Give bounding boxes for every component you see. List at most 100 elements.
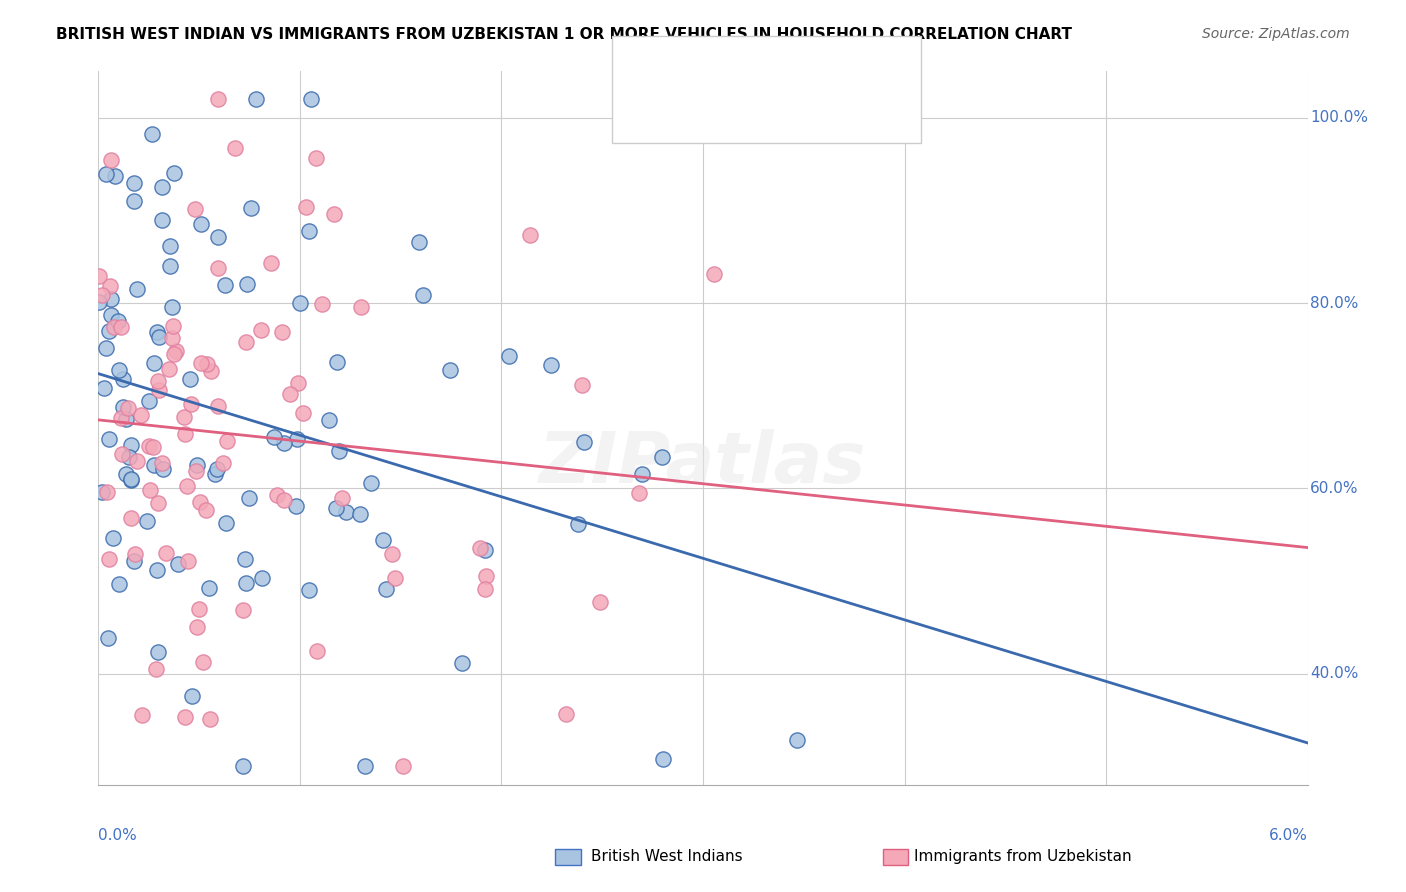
Immigrants from Uzbekistan xyxy=(190,356,212,370)
British West Indians xyxy=(630,467,652,481)
Immigrants from Uzbekistan xyxy=(207,261,229,276)
British West Indians xyxy=(298,582,321,597)
British West Indians xyxy=(152,462,174,476)
Immigrants from Uzbekistan xyxy=(157,361,180,376)
FancyBboxPatch shape xyxy=(883,849,908,865)
British West Indians xyxy=(111,400,134,414)
Immigrants from Uzbekistan xyxy=(332,491,354,505)
British West Indians xyxy=(232,759,254,773)
British West Indians xyxy=(108,576,131,591)
Text: 6.0%: 6.0% xyxy=(1268,828,1308,843)
Immigrants from Uzbekistan xyxy=(127,454,149,468)
Immigrants from Uzbekistan xyxy=(96,485,118,500)
British West Indians xyxy=(439,363,461,377)
Immigrants from Uzbekistan xyxy=(280,387,302,401)
British West Indians xyxy=(150,180,173,194)
British West Indians xyxy=(93,381,115,395)
Immigrants from Uzbekistan xyxy=(589,595,612,609)
British West Indians xyxy=(205,462,228,476)
British West Indians xyxy=(207,229,229,244)
Text: 100.0%: 100.0% xyxy=(1310,111,1368,125)
British West Indians xyxy=(328,444,350,458)
Immigrants from Uzbekistan xyxy=(519,227,541,242)
Immigrants from Uzbekistan xyxy=(207,92,229,106)
British West Indians xyxy=(138,393,160,408)
Immigrants from Uzbekistan xyxy=(200,364,222,378)
British West Indians xyxy=(214,277,236,292)
Immigrants from Uzbekistan xyxy=(87,268,110,283)
Immigrants from Uzbekistan xyxy=(177,554,200,568)
British West Indians xyxy=(125,282,148,296)
Immigrants from Uzbekistan xyxy=(146,496,169,510)
Immigrants from Uzbekistan xyxy=(120,510,142,524)
Text: -0.154: -0.154 xyxy=(682,107,741,125)
British West Indians xyxy=(90,484,112,499)
Immigrants from Uzbekistan xyxy=(150,456,173,470)
British West Indians xyxy=(325,501,347,516)
Immigrants from Uzbekistan xyxy=(627,486,650,500)
Text: R =: R = xyxy=(659,107,696,125)
British West Indians xyxy=(122,176,145,190)
British West Indians xyxy=(285,432,308,446)
Immigrants from Uzbekistan xyxy=(155,546,177,560)
Immigrants from Uzbekistan xyxy=(165,343,187,358)
Text: N =: N = xyxy=(742,107,790,125)
Immigrants from Uzbekistan xyxy=(305,644,328,658)
British West Indians xyxy=(163,166,186,180)
Text: -0.176: -0.176 xyxy=(682,54,741,71)
Immigrants from Uzbekistan xyxy=(142,440,165,454)
British West Indians xyxy=(375,582,398,596)
Text: 93: 93 xyxy=(782,54,806,71)
British West Indians xyxy=(143,458,166,472)
Immigrants from Uzbekistan xyxy=(273,492,295,507)
British West Indians xyxy=(233,552,256,566)
Immigrants from Uzbekistan xyxy=(148,384,170,398)
British West Indians xyxy=(98,324,121,338)
British West Indians xyxy=(245,92,267,106)
Immigrants from Uzbekistan xyxy=(292,407,315,421)
British West Indians xyxy=(120,473,142,487)
Immigrants from Uzbekistan xyxy=(186,620,208,634)
British West Indians xyxy=(572,435,595,450)
British West Indians xyxy=(120,437,142,451)
British West Indians xyxy=(104,169,127,183)
British West Indians xyxy=(94,167,117,181)
British West Indians xyxy=(215,516,238,530)
British West Indians xyxy=(540,359,562,373)
Immigrants from Uzbekistan xyxy=(703,267,725,281)
British West Indians xyxy=(148,645,170,659)
Immigrants from Uzbekistan xyxy=(191,656,214,670)
Immigrants from Uzbekistan xyxy=(305,151,328,165)
Immigrants from Uzbekistan xyxy=(111,447,134,461)
British West Indians xyxy=(124,194,146,209)
Immigrants from Uzbekistan xyxy=(266,488,288,502)
Immigrants from Uzbekistan xyxy=(146,375,169,389)
British West Indians xyxy=(285,499,308,513)
Immigrants from Uzbekistan xyxy=(474,582,496,597)
British West Indians xyxy=(263,430,285,444)
Immigrants from Uzbekistan xyxy=(207,399,229,413)
Text: 80.0%: 80.0% xyxy=(1310,295,1358,310)
British West Indians xyxy=(159,239,181,253)
Immigrants from Uzbekistan xyxy=(212,457,235,471)
Immigrants from Uzbekistan xyxy=(232,603,254,617)
Immigrants from Uzbekistan xyxy=(145,662,167,676)
British West Indians xyxy=(326,355,349,369)
Immigrants from Uzbekistan xyxy=(475,568,498,582)
Immigrants from Uzbekistan xyxy=(194,503,217,517)
Immigrants from Uzbekistan xyxy=(215,434,238,449)
Immigrants from Uzbekistan xyxy=(110,320,132,334)
British West Indians xyxy=(111,372,134,386)
British West Indians xyxy=(97,632,120,646)
British West Indians xyxy=(181,690,204,704)
British West Indians xyxy=(197,581,219,595)
British West Indians xyxy=(108,363,131,377)
Text: BRITISH WEST INDIAN VS IMMIGRANTS FROM UZBEKISTAN 1 OR MORE VEHICLES IN HOUSEHOL: BRITISH WEST INDIAN VS IMMIGRANTS FROM U… xyxy=(56,27,1073,42)
British West Indians xyxy=(360,475,382,490)
Text: R =: R = xyxy=(659,54,696,71)
Immigrants from Uzbekistan xyxy=(131,707,153,722)
Text: 82: 82 xyxy=(782,107,804,125)
Text: 40.0%: 40.0% xyxy=(1310,666,1358,681)
British West Indians xyxy=(371,533,394,547)
British West Indians xyxy=(353,759,375,773)
